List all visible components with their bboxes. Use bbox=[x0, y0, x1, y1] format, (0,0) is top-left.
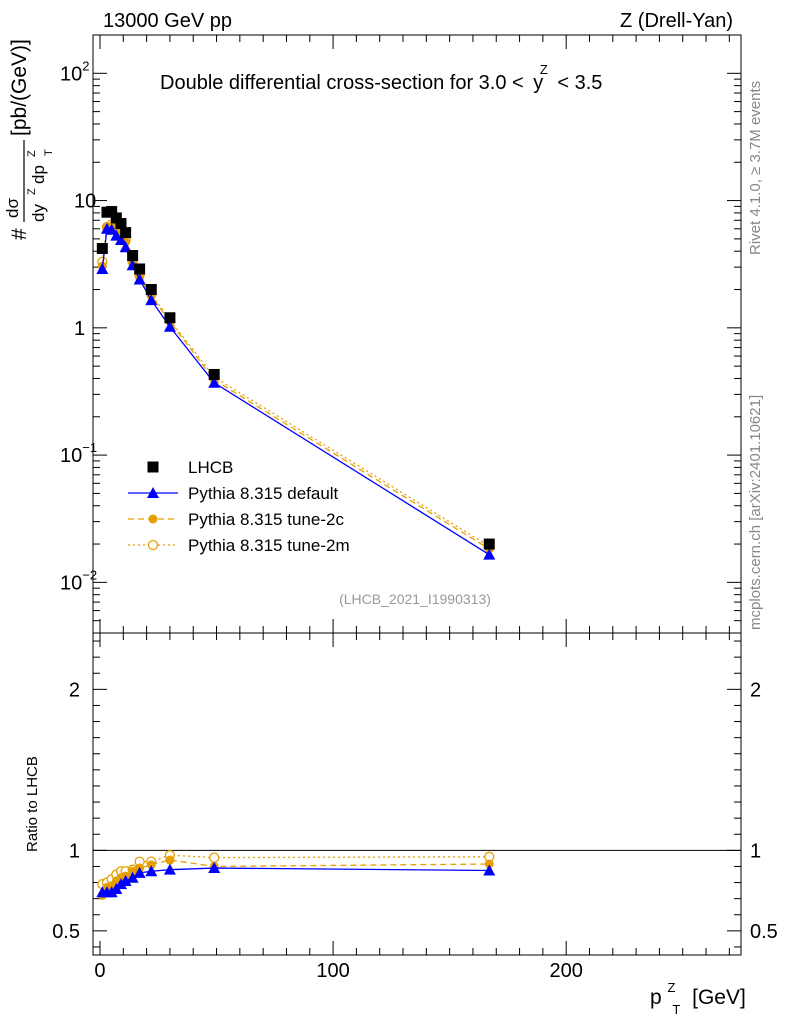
ratio-point-default bbox=[126, 871, 139, 883]
ratio-point-tune2c bbox=[146, 860, 156, 870]
legend-label-tune2m: Pythia 8.315 tune-2m bbox=[188, 536, 350, 555]
y-tick-label-exp: −1 bbox=[82, 440, 97, 455]
legend-label-data: LHCB bbox=[188, 458, 233, 477]
xlabel-sub: T bbox=[672, 1002, 680, 1017]
point-default bbox=[208, 376, 221, 388]
xlabel-p: p bbox=[650, 986, 662, 1009]
ratio-y-tick-label-left: 2 bbox=[69, 679, 80, 701]
ratio-line-default bbox=[102, 867, 490, 893]
y-tick-label: 10−2 bbox=[60, 567, 97, 594]
ylabel-den-sup2: Z bbox=[26, 150, 38, 157]
point-default bbox=[96, 262, 109, 274]
point-default bbox=[133, 273, 146, 285]
ratio-point-default bbox=[133, 866, 146, 878]
ylabel-unit: [pb/(GeV)] bbox=[8, 39, 31, 136]
x-tick-label: 100 bbox=[316, 960, 349, 982]
ratio-point-tune2c bbox=[128, 866, 138, 876]
legend-label-default: Pythia 8.315 default bbox=[188, 484, 339, 503]
ratio-point-default bbox=[119, 874, 132, 886]
y-tick-label: 102 bbox=[60, 58, 89, 85]
ratio-y-tick-label-right: 2 bbox=[750, 679, 761, 701]
main-data-marks bbox=[96, 206, 496, 560]
y-tick-label-base: 10 bbox=[60, 572, 82, 594]
ratio-point-tune2c bbox=[165, 855, 175, 865]
y-tick-label-exp: 2 bbox=[82, 58, 89, 73]
y-tick-label-exp: −2 bbox=[82, 567, 97, 582]
header-right: Z (Drell-Yan) bbox=[620, 10, 733, 32]
point-default bbox=[483, 548, 496, 560]
x-tick-label: 0 bbox=[94, 960, 105, 982]
series-line-tune2m bbox=[101, 223, 490, 547]
xlabel-sup: Z bbox=[668, 980, 676, 995]
ratio-y-tick-label-left: 0.5 bbox=[52, 921, 80, 943]
ratio-point-default bbox=[208, 862, 221, 874]
ratio-point-default bbox=[163, 863, 176, 875]
point-data bbox=[106, 206, 118, 218]
legend-marker-data bbox=[147, 461, 159, 473]
legend-marker-default bbox=[147, 487, 159, 498]
point-data bbox=[145, 284, 157, 296]
main-title: Double differential cross-section for 3.… bbox=[160, 57, 602, 94]
ratio-line-tune2c bbox=[101, 859, 490, 896]
ylabel-hash: # bbox=[8, 228, 31, 240]
ratio-axis-ticks: 0.5 0.5 1 1 2 2 0 100 200 bbox=[52, 633, 778, 982]
reference-label: (LHCB_2021_I1990313) bbox=[339, 591, 491, 607]
ratio-y-tick-label-right: 1 bbox=[750, 840, 761, 862]
xlabel-unit: [GeV] bbox=[692, 986, 746, 1009]
series-line-default bbox=[101, 228, 490, 556]
ratio-point-tune2c bbox=[484, 859, 494, 869]
y-tick-label: 1 bbox=[74, 318, 85, 340]
ratio-panel-frame bbox=[92, 632, 742, 956]
ratio-y-label: Ratio to LHCB bbox=[24, 756, 41, 852]
point-default bbox=[114, 233, 127, 245]
ratio-point-default bbox=[145, 865, 158, 877]
main-title-end: < 3.5 bbox=[557, 72, 602, 94]
rivet-version-label: Rivet 4.1.0, ≥ 3.7M events bbox=[747, 81, 764, 255]
ylabel-den-b: dp bbox=[29, 165, 48, 184]
point-data bbox=[483, 538, 495, 550]
y-tick-label-base: 1 bbox=[74, 318, 85, 340]
point-default bbox=[119, 241, 132, 253]
point-data bbox=[127, 250, 139, 262]
x-axis-label: p Z T [GeV] bbox=[650, 974, 746, 1019]
point-data bbox=[96, 243, 108, 255]
ratio-point-default bbox=[483, 864, 496, 876]
ratio-data-marks bbox=[96, 850, 496, 900]
legend: LHCB Pythia 8.315 default Pythia 8.315 tun… bbox=[128, 458, 350, 555]
point-data bbox=[115, 218, 127, 230]
point-data bbox=[164, 312, 176, 324]
ylabel-den-a: dy bbox=[29, 204, 48, 222]
main-title-text: Double differential cross-section for 3.… bbox=[160, 72, 524, 94]
y-tick-label-base: 10 bbox=[74, 191, 96, 213]
point-data bbox=[110, 212, 122, 224]
point-data bbox=[134, 263, 146, 275]
point-data bbox=[208, 368, 220, 380]
point-default bbox=[105, 223, 118, 235]
main-y-label: # dσ dy Z dp Z T [pb/(GeV)] bbox=[3, 39, 55, 240]
ratio-point-tune2m bbox=[209, 852, 220, 863]
point-default bbox=[163, 320, 176, 332]
legend-marker-tune2c bbox=[148, 514, 158, 524]
ylabel-den-sup: Z bbox=[26, 188, 38, 195]
ylabel-den-sub: T bbox=[43, 149, 55, 156]
mcplots-label: mcplots.cern.ch [arXiv:2401.10621] bbox=[747, 395, 764, 630]
legend-label-tune2c: Pythia 8.315 tune-2c bbox=[188, 510, 344, 529]
ratio-y-tick-label-right: 0.5 bbox=[750, 921, 778, 943]
point-default bbox=[145, 294, 158, 306]
ratio-y-tick-label-left: 1 bbox=[69, 840, 80, 862]
header-left: 13000 GeV pp bbox=[103, 10, 232, 32]
y-tick-label: 10 bbox=[74, 191, 96, 213]
y-tick-label-base: 10 bbox=[60, 63, 82, 85]
y-tick-label: 10−1 bbox=[60, 440, 97, 467]
point-data bbox=[120, 227, 132, 239]
ylabel-num: dσ bbox=[3, 198, 22, 218]
y-tick-label-base: 10 bbox=[60, 445, 82, 467]
legend-marker-tune2m bbox=[147, 539, 159, 551]
main-title-var: y bbox=[533, 72, 543, 94]
x-tick-label: 200 bbox=[549, 960, 582, 982]
main-title-sup: Z bbox=[540, 62, 548, 77]
